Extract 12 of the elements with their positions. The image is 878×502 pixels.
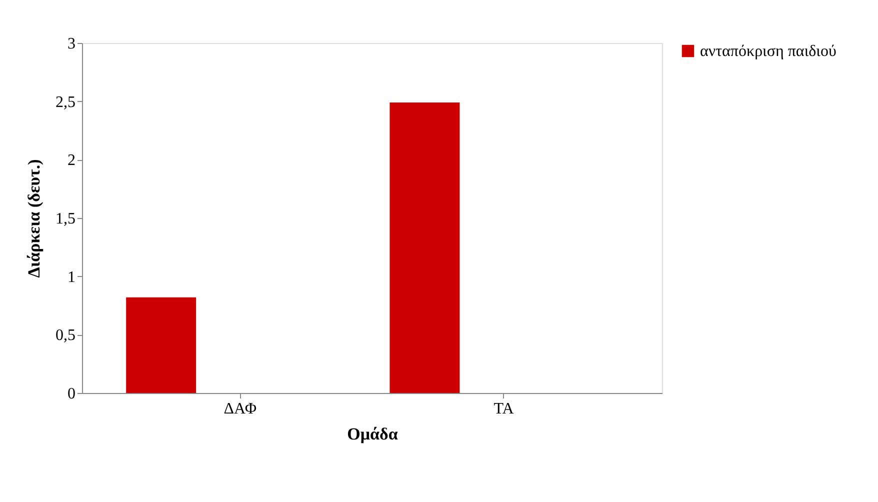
y-tick-label: 0 bbox=[68, 386, 76, 402]
y-tick-label: 1 bbox=[68, 268, 76, 286]
y-tick-label: 1,5 bbox=[56, 210, 76, 228]
y-axis-title: Διάρκεια (δευτ.) bbox=[24, 159, 44, 278]
x-axis-title: Ομάδα bbox=[347, 424, 398, 444]
x-tick-label: ΤΑ bbox=[494, 400, 514, 418]
x-tick-label: ΔΑΦ bbox=[224, 400, 257, 418]
y-tick-label: 2,5 bbox=[56, 94, 76, 111]
legend-label: ανταπόκριση παιδιού bbox=[700, 43, 836, 60]
y-tick-label: 2 bbox=[68, 152, 76, 170]
y-tick-label: 3 bbox=[68, 36, 76, 52]
y-tick-label: 0,5 bbox=[56, 327, 76, 344]
